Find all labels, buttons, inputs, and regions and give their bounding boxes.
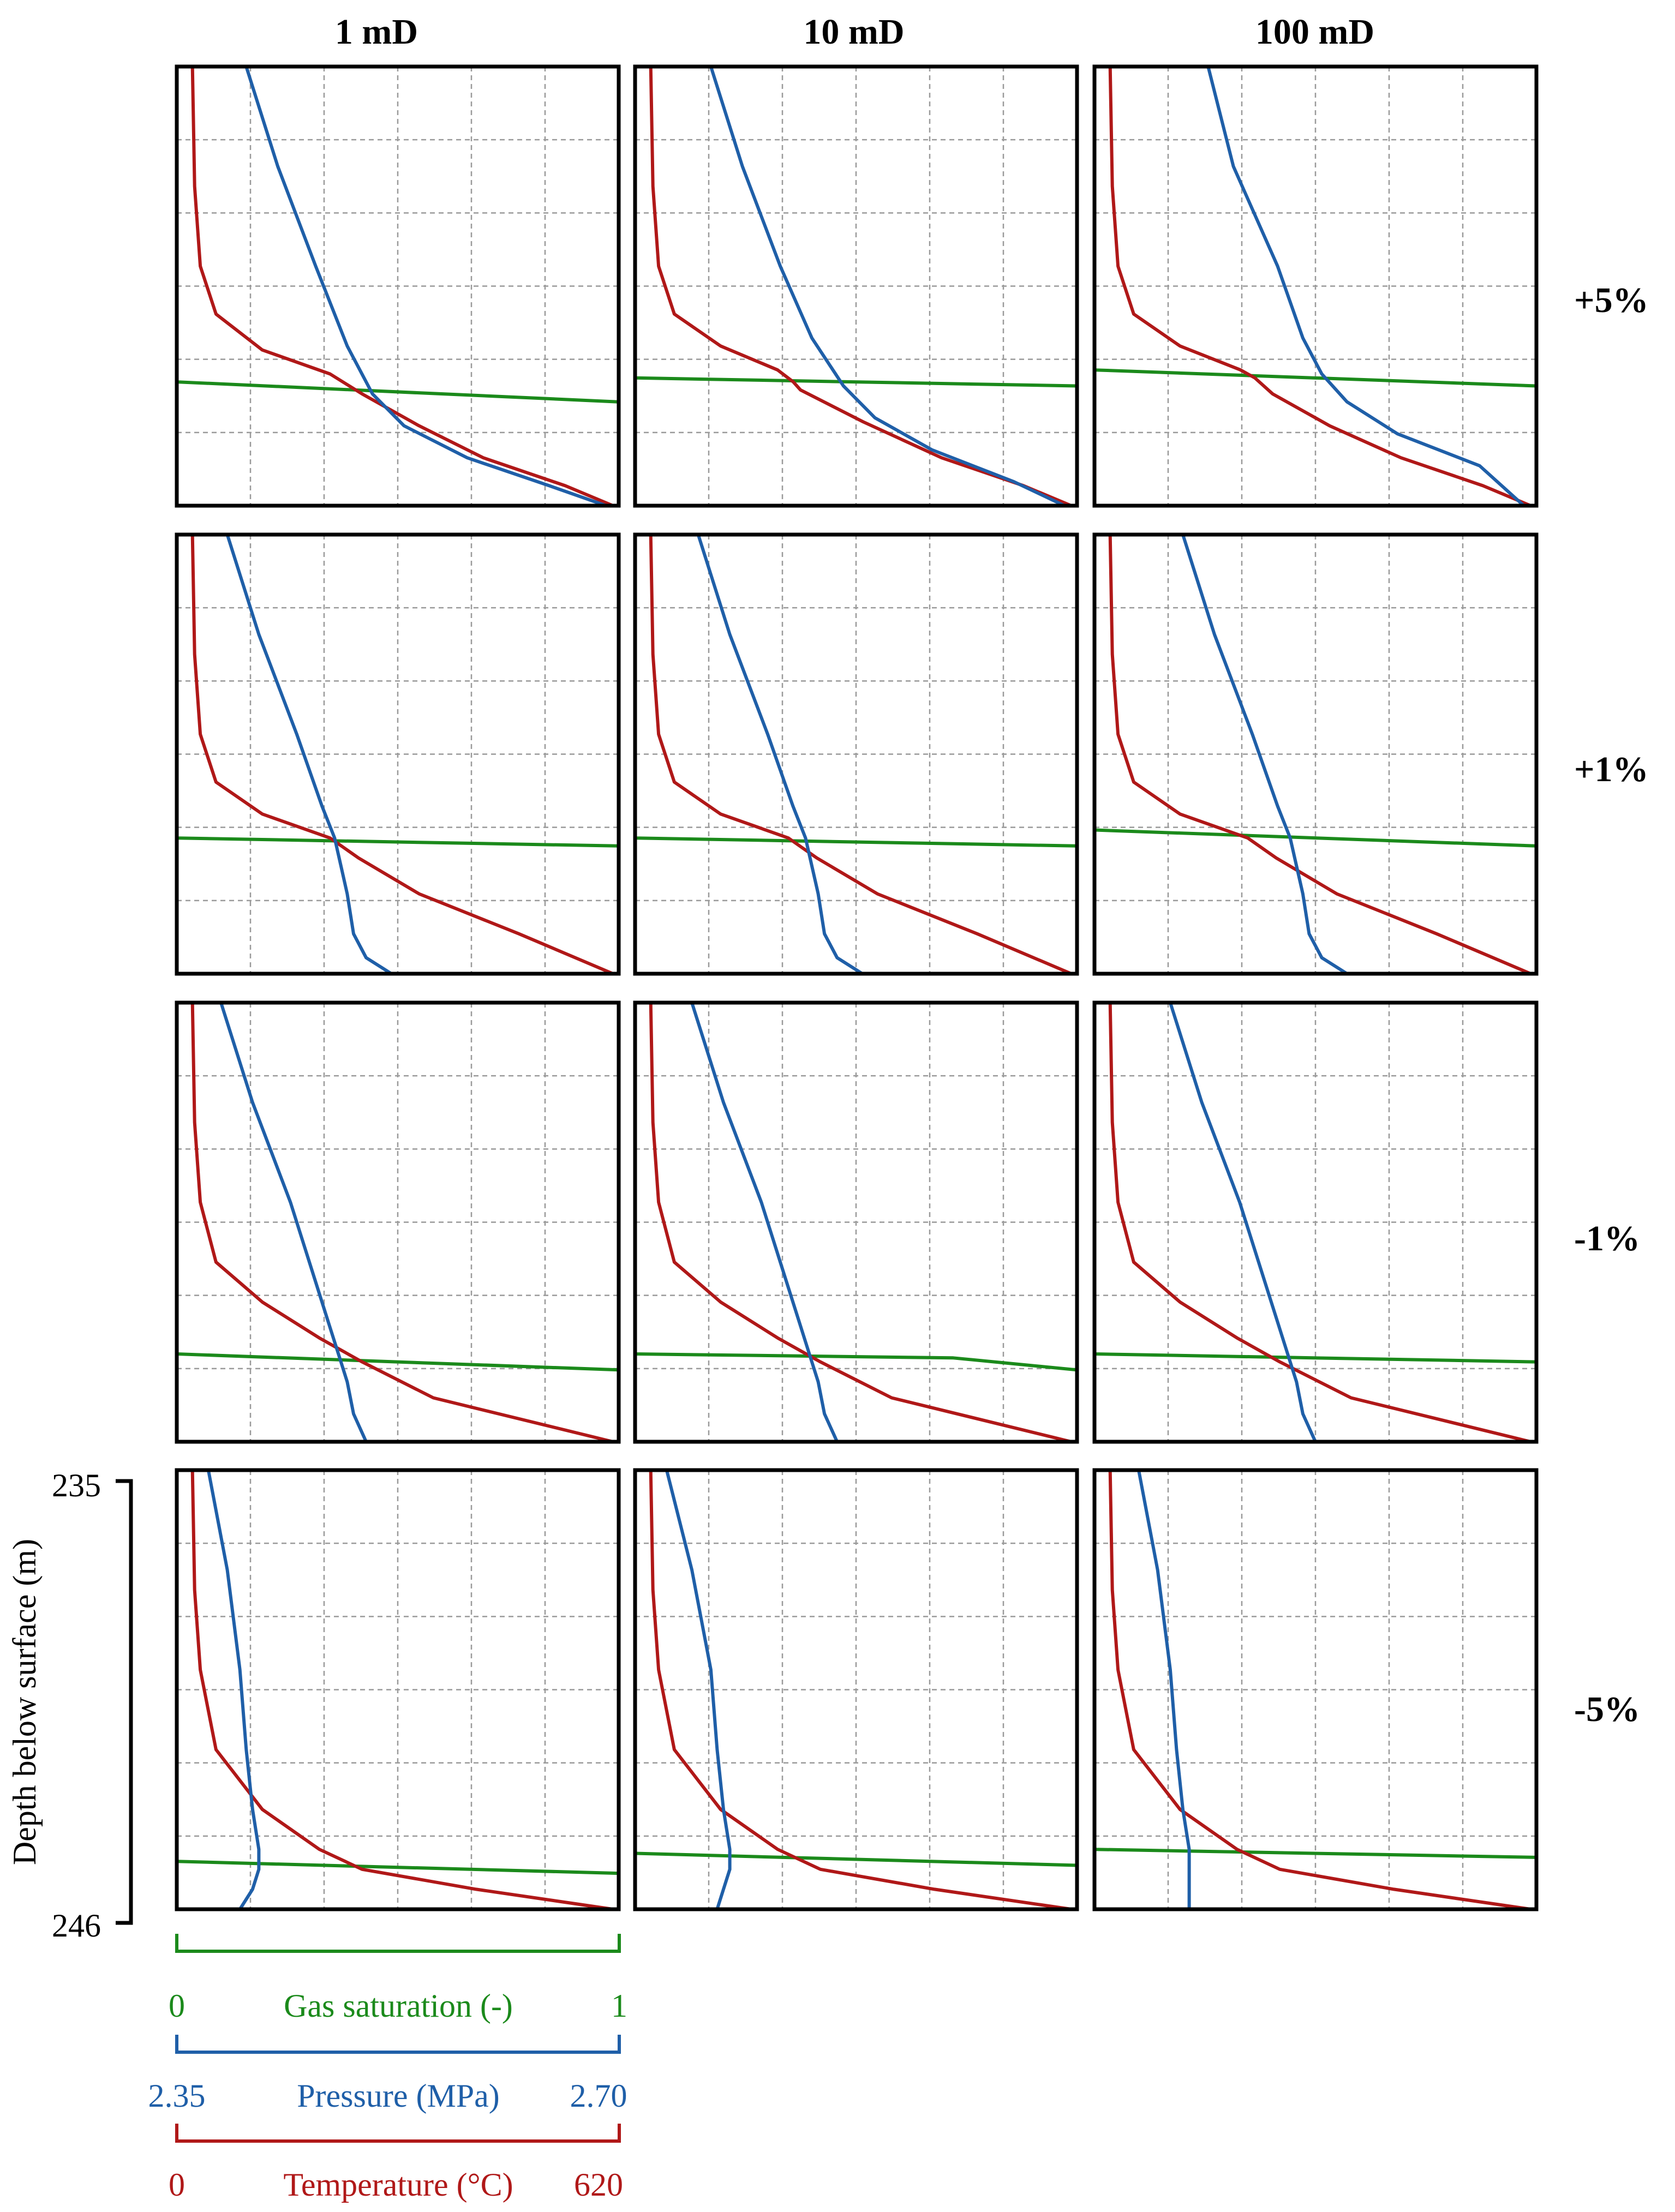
panel-100md-minus1pct [1092,1000,1539,1444]
legend-gas-max: 1 [611,1988,627,2024]
legend: 0 Gas saturation (-) 1 2.35 Pressure (MP… [148,1934,627,2203]
column-header-10md: 10 mD [803,12,904,52]
legend-gas-label: Gas saturation (-) [284,1988,513,2024]
row-label-plus1: +1% [1574,750,1649,789]
panel-frame [1092,1000,1539,1444]
temperature-line [1108,66,1532,507]
temperature-line [190,1470,613,1911]
panel-1md-plus5pct [175,64,621,508]
panel-10md-plus5pct [633,64,1079,508]
panel-100md-minus5pct [1092,1468,1539,1911]
panel-frame [1092,1468,1539,1911]
column-header-1md: 1 mD [335,12,418,52]
legend-gas-min: 0 [169,1988,185,2024]
panel-frame [175,532,621,976]
pressure-line [219,1002,368,1443]
temperature-line [649,66,1072,507]
legend-pressure-max: 2.70 [570,2078,627,2114]
temperature-line [190,1002,614,1443]
panel-frame [633,532,1079,976]
legend-temperature-label: Temperature (°C) [283,2167,513,2203]
pressure-line [709,66,1066,507]
row-label-plus5: +5% [1574,280,1649,320]
legend-temperature-max: 620 [574,2167,623,2203]
pressure-line [665,1470,732,1910]
panel-frame [1092,64,1539,508]
pressure-line [1169,1002,1317,1443]
pressure-line [244,66,607,507]
panel-10md-plus1pct [633,532,1079,976]
legend-pressure-label: Pressure (MPa) [297,2078,500,2114]
panel-1md-minus5pct [175,1468,621,1911]
depth-axis-label: Depth below surface (m) [7,1539,43,1865]
panel-1md-minus1pct [175,1000,621,1444]
column-header-100md: 100 mD [1255,12,1374,52]
temperature-line [649,1002,1072,1443]
temperature-line [190,534,614,975]
pressure-line [690,1002,839,1443]
temperature-line [1108,1002,1532,1443]
pressure-line [225,534,393,975]
temperature-line [1108,1470,1531,1911]
legend-pressure-bracket [175,2035,621,2054]
panel-frame [633,64,1079,508]
pressure-line [206,1470,261,1910]
panel-100md-plus1pct [1092,532,1539,976]
panel-frame [175,64,621,508]
panel-10md-minus1pct [633,1000,1079,1444]
temperature-line [1108,534,1532,975]
legend-pressure-min: 2.35 [148,2078,206,2114]
depth-tick-top: 235 [52,1467,101,1503]
panel-frame [633,1000,1079,1444]
row-label-minus5: -5% [1574,1689,1640,1729]
depth-axis: 235 246 Depth below surface (m) [7,1467,133,1944]
legend-temperature-min: 0 [169,2167,185,2203]
legend-gas-bracket [175,1934,621,1953]
row-label-minus1: -1% [1574,1219,1640,1258]
panel-frame [175,1000,621,1444]
pressure-line [1137,1470,1191,1909]
panel-1md-plus1pct [175,532,621,976]
pressure-line [696,534,864,975]
panel-frame [633,1468,1079,1911]
panel-100md-plus5pct [1092,64,1539,508]
temperature-line [190,66,614,507]
legend-temperature-bracket [175,2124,621,2143]
depth-tick-bottom: 246 [52,1908,101,1944]
panel-10md-minus5pct [633,1468,1079,1911]
panel-grid [175,64,1539,1911]
temperature-line [649,1470,1072,1911]
pressure-line [1206,66,1525,507]
temperature-line [649,534,1072,975]
panel-frame [175,1468,621,1911]
panel-frame [1092,532,1539,976]
pressure-line [1181,534,1348,975]
